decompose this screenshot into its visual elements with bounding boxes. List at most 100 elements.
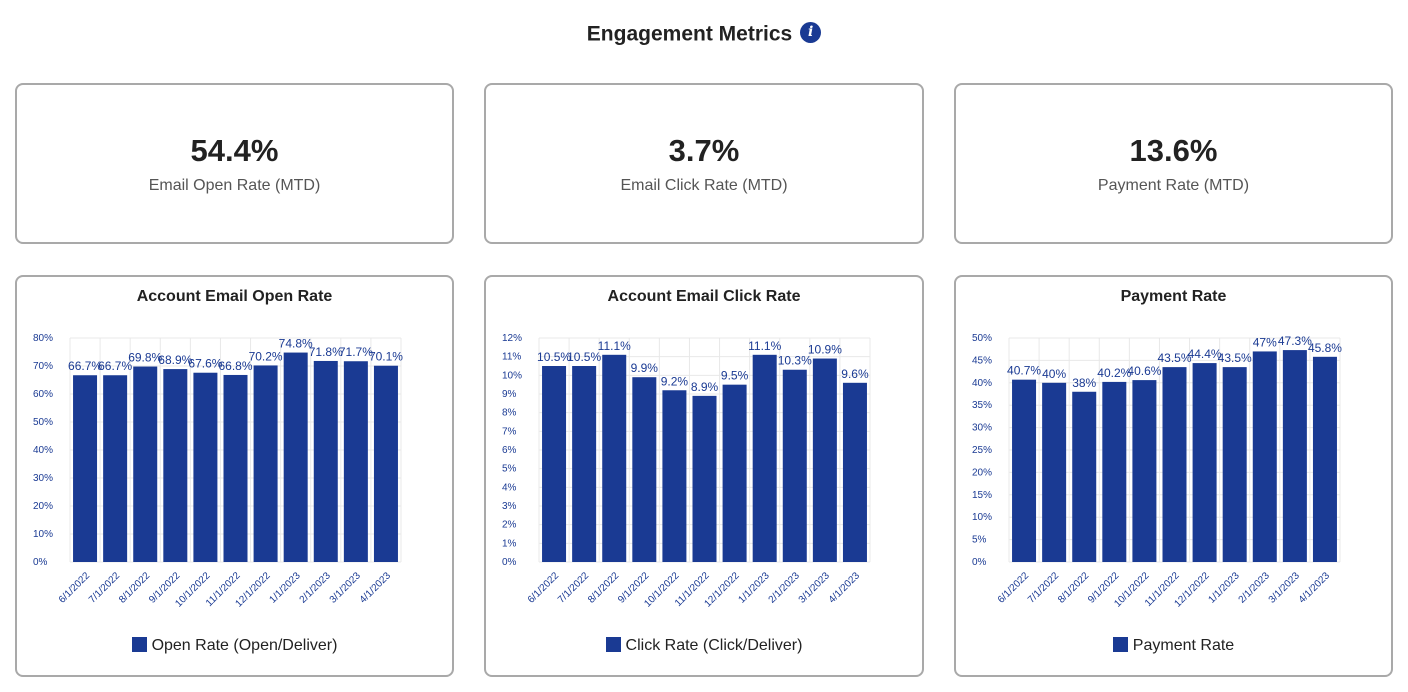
- info-icon[interactable]: i: [800, 22, 822, 44]
- chart-legend[interactable]: Click Rate (Click/Deliver): [486, 637, 922, 655]
- x-tick-label: 1/1/2023: [1206, 570, 1242, 606]
- kpi-label: Email Open Rate (MTD): [148, 177, 321, 194]
- y-tick-label: 40%: [33, 445, 53, 456]
- bar: [1132, 380, 1157, 562]
- data-label: 9.6%: [841, 367, 869, 381]
- y-tick-label: 60%: [33, 389, 53, 400]
- y-tick-label: 40%: [972, 378, 992, 389]
- data-label: 66.8%: [218, 359, 252, 373]
- y-tick-label: 30%: [972, 423, 992, 434]
- y-tick-label: 6%: [502, 445, 517, 456]
- y-tick-label: 1%: [502, 538, 517, 549]
- legend-swatch: [605, 637, 621, 652]
- payment-rate-chart: 0% 5% 10% 15% 20% 25% 30% 35% 40% 45% 50% 40.7% 6/1/…: [972, 333, 1342, 610]
- bar: [782, 369, 807, 562]
- bar: [812, 358, 837, 562]
- x-tick-label: 7/1/2022: [1026, 570, 1062, 606]
- y-tick-label: 10%: [502, 370, 522, 381]
- bar: [1252, 351, 1277, 562]
- chart-legend[interactable]: Open Rate (Open/Deliver): [17, 637, 452, 655]
- legend-swatch: [131, 637, 147, 652]
- bar: [343, 361, 368, 562]
- y-tick-label: 3%: [502, 501, 517, 512]
- y-tick-label: 20%: [972, 467, 992, 478]
- bar: [602, 354, 627, 562]
- data-label: 74.8%: [279, 337, 313, 351]
- chart-card-click-rate: Account Email Click Rate 0% 1% 2% 3% 4% 5% 6% 7…: [484, 275, 924, 677]
- data-label: 9.5%: [721, 369, 749, 383]
- x-tick-label: 2/1/2023: [767, 570, 803, 606]
- kpi-value: 3.7%: [668, 133, 740, 168]
- data-label: 71.8%: [309, 345, 343, 359]
- data-label: 43.5%: [1218, 351, 1252, 365]
- legend-label: Payment Rate: [1132, 637, 1235, 654]
- y-tick-label: 10%: [972, 512, 992, 523]
- kpi-value: 13.6%: [1129, 133, 1218, 168]
- x-tick-label: 4/1/2023: [827, 570, 863, 606]
- data-label: 66.7%: [68, 359, 102, 373]
- x-tick-label: 6/1/2022: [57, 570, 93, 606]
- y-tick-label: 0%: [972, 557, 987, 568]
- x-tick-label: 8/1/2022: [586, 570, 622, 606]
- y-tick-label: 50%: [33, 417, 53, 428]
- x-tick-label: 1/1/2023: [736, 570, 772, 606]
- bar: [662, 390, 687, 562]
- y-tick-label: 80%: [33, 333, 53, 344]
- y-tick-label: 4%: [502, 482, 517, 493]
- bar: [1222, 367, 1247, 562]
- data-label: 47.3%: [1278, 334, 1312, 348]
- legend-label: Click Rate (Click/Deliver): [625, 637, 803, 654]
- data-label: 43.5%: [1157, 351, 1191, 365]
- bar: [193, 372, 218, 562]
- x-tick-label: 6/1/2022: [996, 570, 1032, 606]
- y-tick-label: 30%: [33, 473, 53, 484]
- open-rate-chart: 0% 10% 20% 30% 40% 50% 60% 70% 80% 66.7% 6/1/2022 6…: [33, 333, 403, 610]
- data-label: 10.9%: [808, 343, 842, 357]
- bar: [283, 352, 308, 562]
- bar: [1102, 381, 1127, 562]
- y-tick-label: 0%: [502, 557, 517, 568]
- x-tick-label: 3/1/2023: [1267, 570, 1303, 606]
- y-tick-label: 8%: [502, 408, 517, 419]
- data-label: 10.5%: [537, 350, 571, 364]
- chart-title: Account Email Open Rate: [136, 288, 333, 305]
- bar: [752, 354, 777, 562]
- y-tick-label: 10%: [33, 529, 53, 540]
- y-tick-label: 9%: [502, 389, 517, 400]
- chart-card-open-rate: Account Email Open Rate 0% 10% 20% 30% 40% 50…: [15, 275, 454, 677]
- bar: [73, 375, 98, 562]
- x-tick-label: 3/1/2023: [328, 570, 364, 606]
- y-tick-label: 12%: [502, 333, 522, 344]
- x-tick-label: 8/1/2022: [1056, 570, 1092, 606]
- y-tick-label: 2%: [502, 520, 517, 531]
- page-title: Engagement Metrics i: [0, 22, 1408, 46]
- bar: [373, 365, 398, 562]
- kpi-label: Email Click Rate (MTD): [620, 177, 788, 194]
- x-tick-label: 3/1/2023: [797, 570, 833, 606]
- kpi-card-open-rate: 54.4% Email Open Rate (MTD): [15, 83, 454, 244]
- x-tick-label: 2/1/2023: [298, 570, 334, 606]
- data-label: 70.1%: [369, 350, 403, 364]
- y-tick-label: 25%: [972, 445, 992, 456]
- data-label: 40.2%: [1097, 366, 1131, 380]
- data-label: 10.3%: [778, 354, 812, 368]
- page-title-text: Engagement Metrics: [586, 22, 793, 46]
- y-tick-label: 15%: [972, 490, 992, 501]
- y-tick-label: 5%: [502, 464, 517, 475]
- bar: [1162, 367, 1187, 562]
- bar: [542, 366, 567, 562]
- x-tick-label: 7/1/2022: [556, 570, 592, 606]
- data-label: 8.9%: [691, 380, 719, 394]
- x-tick-label: 1/1/2023: [267, 570, 303, 606]
- data-label: 71.7%: [339, 345, 373, 359]
- y-tick-label: 11%: [502, 352, 521, 363]
- bar: [1312, 356, 1337, 562]
- chart-title: Account Email Click Rate: [607, 288, 801, 305]
- data-label: 69.8%: [128, 351, 162, 365]
- bar: [632, 377, 657, 562]
- data-label: 47%: [1253, 335, 1277, 349]
- data-label: 68.9%: [158, 353, 192, 367]
- chart-card-payment-rate: Payment Rate 0% 5% 10% 15% 20% 25% 30% 35% 40% 45…: [954, 275, 1393, 677]
- bar: [692, 395, 717, 562]
- chart-legend[interactable]: Payment Rate: [956, 637, 1391, 655]
